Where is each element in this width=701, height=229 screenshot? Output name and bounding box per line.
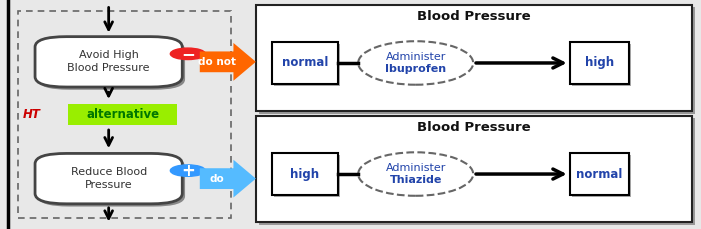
Bar (259, 118, 695, 225)
Ellipse shape (358, 41, 473, 85)
Text: Blood Pressure: Blood Pressure (417, 121, 531, 134)
FancyBboxPatch shape (35, 153, 182, 204)
FancyBboxPatch shape (38, 39, 185, 90)
Circle shape (170, 48, 205, 60)
Polygon shape (200, 43, 256, 81)
Text: Reduce Blood
Pressure: Reduce Blood Pressure (71, 167, 147, 190)
Bar (572, 155, 631, 197)
Bar (569, 42, 629, 84)
Bar (273, 155, 341, 197)
Text: normal: normal (576, 168, 622, 180)
Polygon shape (200, 160, 256, 197)
Bar (273, 44, 341, 86)
FancyBboxPatch shape (69, 104, 177, 125)
Circle shape (170, 165, 205, 176)
FancyBboxPatch shape (38, 156, 185, 207)
Text: high: high (585, 57, 614, 69)
Bar (256, 116, 692, 222)
Text: normal: normal (282, 57, 328, 69)
Bar (572, 44, 631, 86)
Text: +: + (181, 162, 195, 180)
Text: Administer: Administer (386, 163, 446, 173)
Bar (569, 153, 629, 195)
Bar (272, 42, 339, 84)
Text: Ibuprofen: Ibuprofen (385, 64, 447, 74)
Text: Avoid High
Blood Pressure: Avoid High Blood Pressure (67, 50, 150, 74)
Text: Administer: Administer (386, 52, 446, 62)
Text: alternative: alternative (86, 108, 159, 121)
Bar (256, 5, 692, 111)
Text: high: high (290, 168, 320, 180)
FancyBboxPatch shape (35, 37, 182, 87)
Bar (259, 7, 695, 114)
Bar (272, 153, 339, 195)
Text: Blood Pressure: Blood Pressure (417, 10, 531, 22)
Text: −: − (181, 45, 195, 63)
Ellipse shape (358, 152, 473, 196)
Text: HT: HT (23, 108, 41, 121)
Text: do: do (209, 174, 224, 184)
Bar (18, 11, 231, 218)
Text: do not: do not (198, 57, 236, 67)
Text: Thiazide: Thiazide (390, 175, 442, 185)
